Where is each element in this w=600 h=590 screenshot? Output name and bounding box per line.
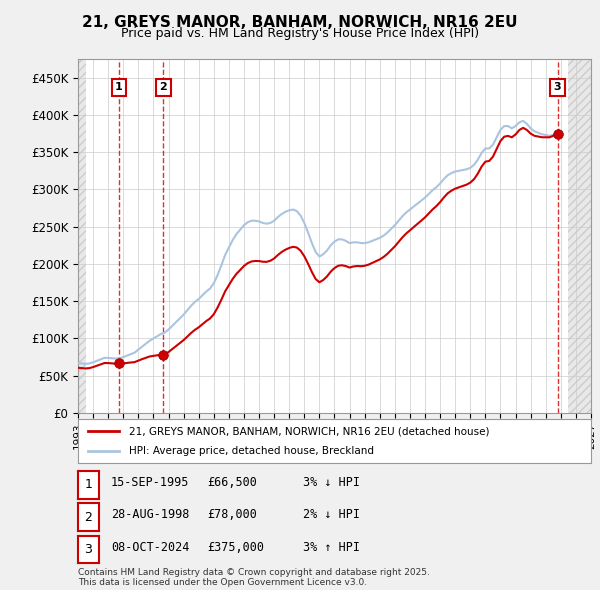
Bar bbox=[78, 59, 86, 413]
Text: Price paid vs. HM Land Registry's House Price Index (HPI): Price paid vs. HM Land Registry's House … bbox=[121, 27, 479, 40]
Text: £375,000: £375,000 bbox=[207, 540, 264, 554]
Text: 3: 3 bbox=[554, 83, 562, 92]
Text: 15-SEP-1995: 15-SEP-1995 bbox=[111, 476, 190, 489]
Text: £66,500: £66,500 bbox=[207, 476, 257, 489]
Text: 3% ↓ HPI: 3% ↓ HPI bbox=[303, 476, 360, 489]
Text: 3: 3 bbox=[85, 543, 92, 556]
Text: £78,000: £78,000 bbox=[207, 508, 257, 522]
Bar bbox=[568, 59, 591, 413]
Text: 21, GREYS MANOR, BANHAM, NORWICH, NR16 2EU: 21, GREYS MANOR, BANHAM, NORWICH, NR16 2… bbox=[82, 15, 518, 30]
Text: 1: 1 bbox=[85, 478, 92, 491]
Text: 08-OCT-2024: 08-OCT-2024 bbox=[111, 540, 190, 554]
Text: 3% ↑ HPI: 3% ↑ HPI bbox=[303, 540, 360, 554]
Text: 1: 1 bbox=[115, 83, 123, 92]
Text: 2: 2 bbox=[85, 510, 92, 524]
Text: 28-AUG-1998: 28-AUG-1998 bbox=[111, 508, 190, 522]
Text: Contains HM Land Registry data © Crown copyright and database right 2025.
This d: Contains HM Land Registry data © Crown c… bbox=[78, 568, 430, 587]
Text: 2% ↓ HPI: 2% ↓ HPI bbox=[303, 508, 360, 522]
Text: HPI: Average price, detached house, Breckland: HPI: Average price, detached house, Brec… bbox=[130, 446, 374, 455]
Text: 21, GREYS MANOR, BANHAM, NORWICH, NR16 2EU (detached house): 21, GREYS MANOR, BANHAM, NORWICH, NR16 2… bbox=[130, 427, 490, 436]
Text: 2: 2 bbox=[160, 83, 167, 92]
